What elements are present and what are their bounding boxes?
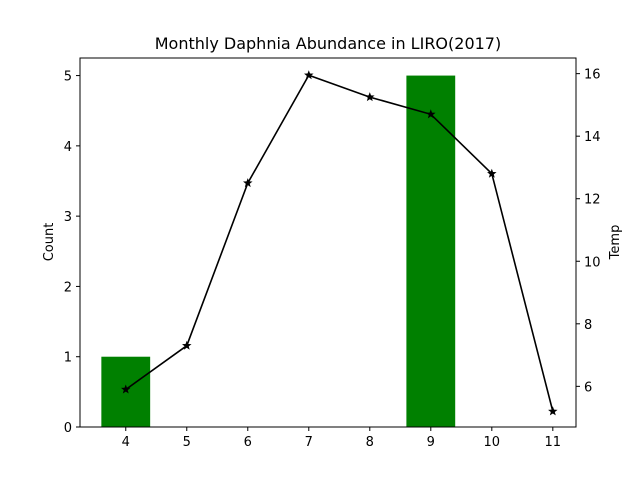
y-tick-label-right: 12 bbox=[584, 193, 601, 208]
x-tick-label: 10 bbox=[484, 435, 501, 450]
y-tick-label-left: 1 bbox=[64, 351, 72, 366]
y-axis-label-right: Temp bbox=[608, 225, 623, 261]
line-layer bbox=[121, 70, 558, 416]
y-tick-label-left: 0 bbox=[64, 421, 72, 436]
y-tick-label-left: 4 bbox=[64, 140, 72, 155]
y-tick-label-left: 2 bbox=[64, 280, 72, 295]
temp-point-9 bbox=[426, 109, 436, 119]
temp-point-10 bbox=[487, 168, 497, 178]
y-tick-label-left: 3 bbox=[64, 210, 72, 225]
y-tick-label-right: 16 bbox=[584, 68, 601, 83]
bar-4 bbox=[101, 356, 151, 427]
plot-frame bbox=[79, 57, 577, 428]
temp-point-11 bbox=[548, 406, 558, 416]
bar-9 bbox=[406, 75, 456, 428]
y-tick-label-left: 5 bbox=[64, 70, 72, 85]
x-tick-label: 9 bbox=[427, 435, 435, 450]
chart-title: Monthly Daphnia Abundance in LIRO(2017) bbox=[155, 34, 501, 53]
x-tick-label: 11 bbox=[545, 435, 562, 450]
bars-layer bbox=[101, 75, 456, 428]
temp-line bbox=[125, 74, 554, 412]
temp-point-8 bbox=[365, 92, 375, 102]
temp-point-4 bbox=[121, 384, 131, 394]
x-tick-label: 8 bbox=[366, 435, 374, 450]
y-tick-label-right: 8 bbox=[584, 318, 592, 333]
y-tick-label-right: 10 bbox=[584, 255, 601, 270]
y-axis-label-left: Count bbox=[42, 223, 57, 262]
y-tick-label-right: 14 bbox=[584, 130, 601, 145]
x-tick-label: 6 bbox=[244, 435, 252, 450]
y-tick-label-right: 6 bbox=[584, 380, 592, 395]
x-tick-label: 4 bbox=[122, 435, 130, 450]
x-tick-label: 5 bbox=[183, 435, 191, 450]
temp-point-7 bbox=[304, 70, 314, 80]
x-tick-label: 7 bbox=[305, 435, 313, 450]
temp-point-5 bbox=[182, 340, 192, 350]
temp-point-6 bbox=[243, 178, 253, 188]
